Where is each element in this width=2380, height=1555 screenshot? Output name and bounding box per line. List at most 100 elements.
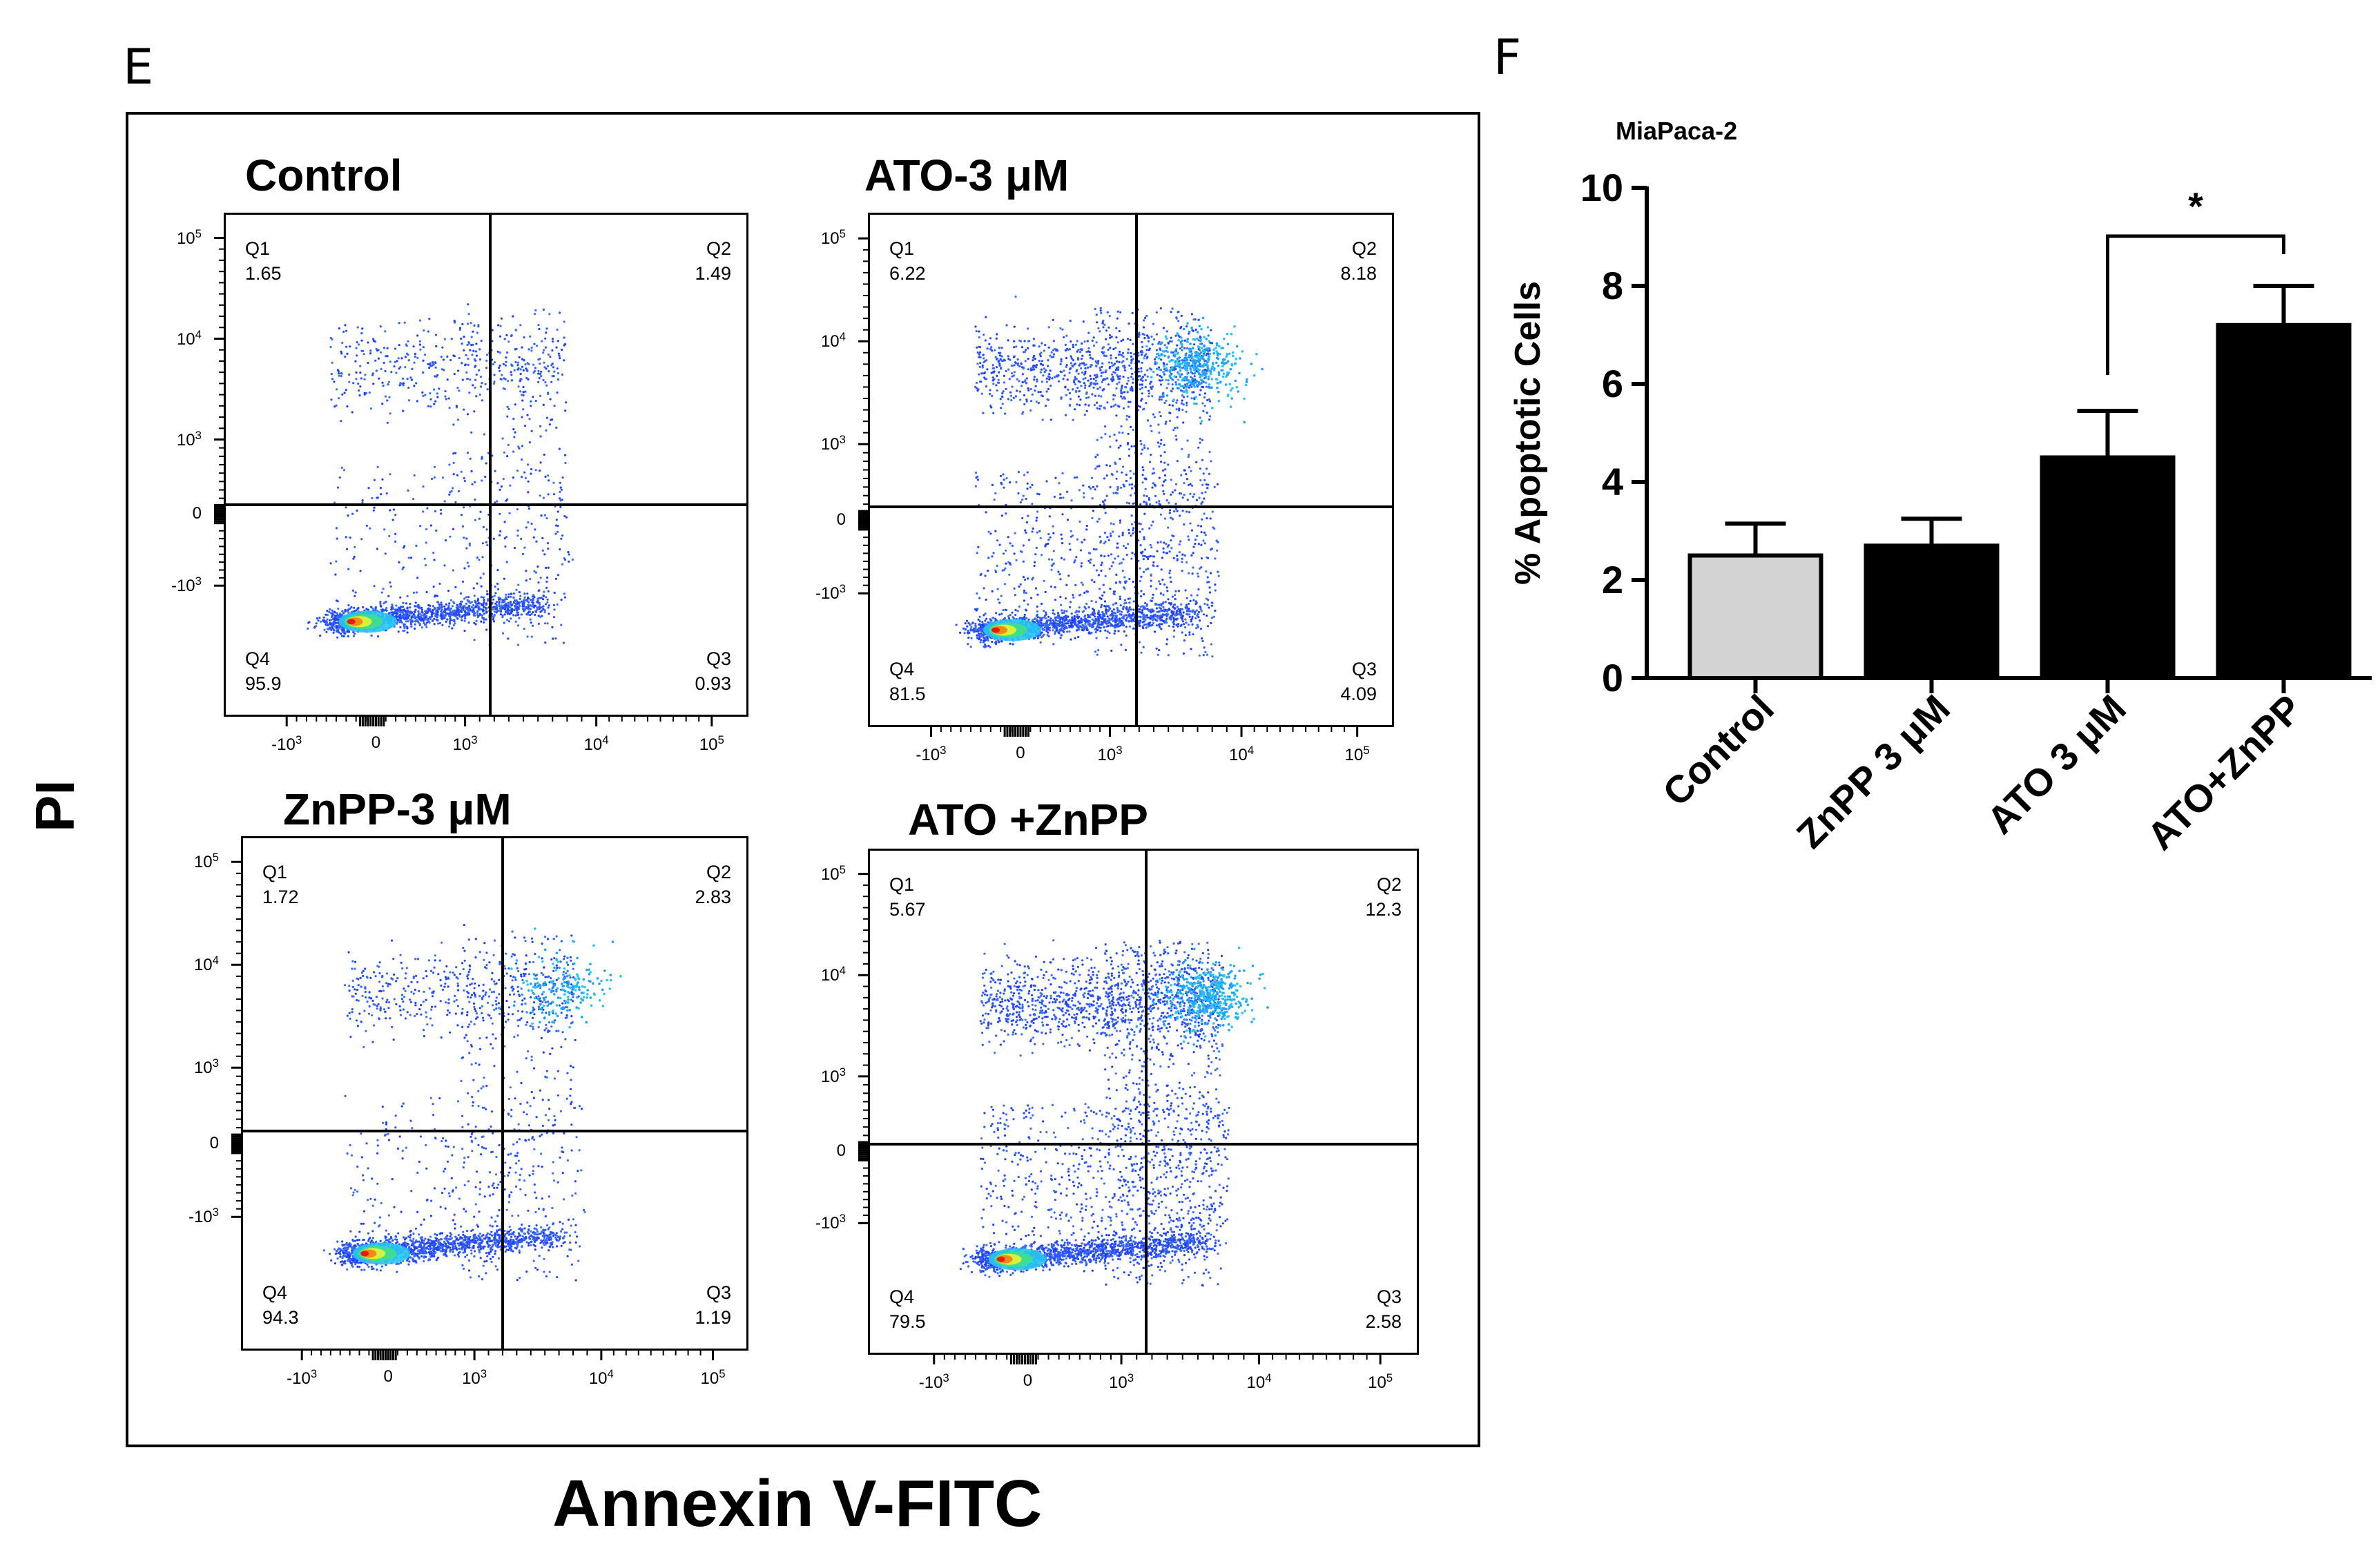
scatter-dot [418, 617, 421, 620]
scatter-dot [463, 336, 465, 338]
scatter-dot [1122, 376, 1125, 378]
scatter-dot [1110, 624, 1114, 627]
scatter-dot [381, 381, 384, 384]
scatter-dot [1154, 363, 1157, 365]
flow-y-tick-label: 103 [176, 428, 202, 450]
scatter-dot [1181, 408, 1184, 412]
scatter-dot [525, 526, 528, 529]
scatter-dot [1167, 598, 1170, 601]
scatter-dot [519, 373, 522, 376]
scatter-dot [436, 609, 439, 612]
scatter-dot [1112, 561, 1114, 564]
scatter-dot [543, 622, 546, 625]
scatter-dot [1067, 388, 1070, 391]
scatter-dot [1018, 390, 1021, 393]
scatter-dot [463, 537, 465, 539]
scatter-dot [980, 380, 983, 383]
scatter-dot [1187, 609, 1190, 612]
scatter-dot [1196, 594, 1199, 597]
scatter-dot [1116, 611, 1119, 614]
scatter-dot [1183, 347, 1186, 349]
scatter-dot [1210, 329, 1212, 331]
scatter-dot [472, 613, 475, 616]
scatter-dot [1141, 611, 1143, 614]
scatter-dot [1152, 593, 1154, 596]
scatter-dot [454, 622, 456, 625]
scatter-dot [476, 582, 478, 585]
scatter-dot [433, 559, 436, 561]
scatter-dot [387, 383, 389, 386]
scatter-dot [1171, 404, 1174, 407]
scatter-dot [1099, 307, 1102, 309]
scatter-dot [1154, 603, 1157, 606]
scatter-dot [990, 349, 993, 351]
scatter-dot [1183, 469, 1186, 472]
scatter-dot [374, 608, 377, 610]
scatter-dot [1088, 354, 1091, 356]
scatter-dot [481, 556, 484, 559]
scatter-dot [1159, 626, 1161, 628]
scatter-dot [522, 600, 525, 603]
scatter-dot [499, 369, 501, 372]
scatter-dot [1183, 623, 1186, 626]
scatter-dot [1074, 623, 1077, 626]
scatter-dot [399, 626, 402, 628]
scatter-dot [967, 636, 970, 639]
scatter-dot [1106, 536, 1109, 539]
scatter-dot [496, 582, 499, 586]
scatter-dot [1085, 618, 1088, 621]
scatter-dot [1099, 588, 1101, 590]
scatter-dot [995, 366, 998, 369]
scatter-dot [1140, 350, 1143, 353]
scatter-dot [1192, 633, 1194, 636]
scatter-dot [486, 354, 489, 356]
scatter-dot [1143, 446, 1146, 450]
scatter-dot [1192, 552, 1194, 554]
scatter-dot [998, 371, 1000, 374]
scatter-dot [505, 598, 508, 601]
scatter-dot [406, 607, 409, 610]
scatter-dot [1172, 429, 1175, 432]
scatter-dot [1097, 619, 1100, 622]
scatter-dot [1142, 613, 1145, 617]
scatter-dot [1072, 343, 1074, 346]
scatter-dot [1063, 624, 1066, 627]
scatter-dot [978, 336, 980, 339]
scatter-dot [485, 608, 487, 610]
scatter-dot [557, 510, 559, 513]
scatter-dot [1129, 470, 1132, 472]
scatter-dot [476, 598, 480, 601]
scatter-dot [467, 363, 470, 366]
scatter-dot [1030, 400, 1033, 403]
scatter-dot [485, 462, 487, 465]
quadrant-q2-value: 1.49 [695, 263, 731, 284]
scatter-dot [459, 603, 463, 606]
scatter-dot [560, 599, 563, 601]
scatter-dot [527, 608, 530, 610]
scatter-dot [1103, 477, 1106, 480]
scatter-dot [440, 610, 443, 613]
scatter-dot [460, 514, 463, 516]
scatter-dot [1199, 363, 1201, 365]
scatter-dot [559, 497, 561, 500]
scatter-dot [557, 524, 559, 528]
scatter-dot [1116, 368, 1120, 371]
scatter-dot [1175, 438, 1178, 441]
scatter-dot [1087, 347, 1090, 350]
scatter-dot [411, 616, 414, 619]
scatter-dot [1099, 597, 1101, 599]
scatter-dot [1106, 630, 1109, 633]
scatter-dot [450, 614, 453, 617]
scatter-dot [1150, 387, 1153, 390]
scatter-dot [1114, 461, 1116, 464]
scatter-dot [446, 618, 449, 621]
scatter-dot [1137, 360, 1141, 363]
scatter-dot [1109, 336, 1112, 339]
scatter-dot [385, 355, 387, 358]
scatter-dot [1176, 416, 1179, 418]
scatter-dot [438, 606, 441, 608]
scatter-dot [432, 605, 434, 608]
scatter-dot [437, 622, 440, 625]
scatter-dot [1146, 616, 1149, 619]
scatter-dot [367, 341, 369, 344]
